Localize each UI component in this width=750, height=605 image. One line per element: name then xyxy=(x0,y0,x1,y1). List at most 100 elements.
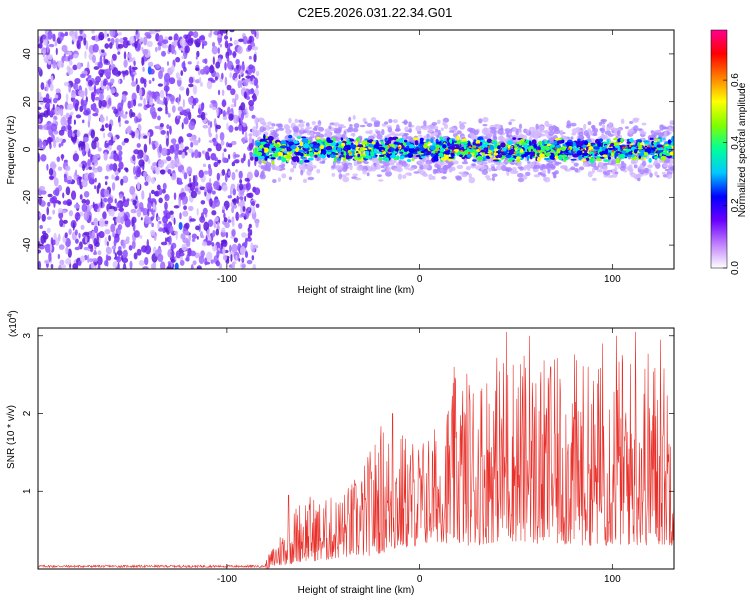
spectrogram-noise-blob xyxy=(210,100,217,104)
spectrogram-noise-blob xyxy=(145,104,151,108)
spectrogram-noise-blob xyxy=(216,172,221,181)
spectrogram-noise-blob xyxy=(75,238,79,244)
spectrogram-signal-blob xyxy=(578,155,583,161)
spectrogram-noise-blob xyxy=(159,169,166,175)
spectrogram-signal-blob xyxy=(445,150,451,153)
spectrogram-noise-blob xyxy=(79,30,83,35)
spectrogram-halo-blob xyxy=(294,127,299,133)
spectrogram-noise-blob xyxy=(117,43,124,49)
spectrogram-halo-blob xyxy=(478,118,483,124)
spectrogram-halo-blob xyxy=(629,120,634,125)
spectrogram-noise-blob xyxy=(232,204,238,209)
spectrogram-signal-blob xyxy=(618,153,626,160)
spectrogram-noise-blob xyxy=(99,116,105,123)
spectrogram-noise-blob xyxy=(219,43,223,48)
spectrogram-halo-blob xyxy=(356,165,364,171)
spectrogram-noise-blob xyxy=(192,260,197,266)
spectrogram-halo-blob xyxy=(610,126,615,131)
spectrogram-noise-blob xyxy=(103,197,108,203)
spectrogram-noise-blob xyxy=(199,76,202,84)
spectrogram-noise-blob xyxy=(44,259,50,264)
spectrogram-noise-blob xyxy=(223,217,228,223)
spectrogram-signal-blob xyxy=(336,147,342,153)
spectrogram-noise-blob xyxy=(70,91,77,99)
spectrogram-halo-blob xyxy=(653,132,660,136)
spectrogram-noise-blob xyxy=(106,241,109,247)
spectrogram-peak-blob xyxy=(537,149,540,152)
spectrogram-signal-blob xyxy=(554,138,561,141)
spectrogram-noise-blob xyxy=(62,219,68,224)
spectrogram-halo-blob xyxy=(504,128,511,132)
spectrogram-signal-blob xyxy=(316,148,321,151)
spectrogram-noise-blob xyxy=(148,91,154,96)
spectrogram-noise-blob xyxy=(136,143,141,148)
spectrogram-halo-blob xyxy=(415,125,422,132)
spectrogram-noise-blob xyxy=(241,263,247,269)
spectrogram-signal-blob xyxy=(614,152,619,157)
spectrogram-noise-blob xyxy=(220,140,225,146)
spectrogram-noise-blob xyxy=(188,233,192,242)
spectrogram-signal-blob xyxy=(474,151,479,156)
svg-text:(x104): (x104) xyxy=(7,310,19,337)
spectrogram-halo-blob xyxy=(417,159,425,166)
spectrogram-signal-blob xyxy=(541,146,547,149)
spectrogram-signal-blob xyxy=(625,152,629,156)
spectrogram-signal-blob xyxy=(500,142,506,148)
spectrogram-noise-blob xyxy=(157,107,163,112)
spectrogram-halo-blob xyxy=(352,127,359,133)
spectrogram-noise-blob xyxy=(103,189,110,197)
spectrogram-halo-blob xyxy=(373,124,380,128)
spectrogram-noise-blob xyxy=(201,43,205,50)
spectrogram-signal-blob xyxy=(254,147,258,153)
spectrogram-noise-blob xyxy=(39,36,44,44)
spectrogram-halo-blob xyxy=(380,165,385,169)
spectrogram-noise-blob xyxy=(182,98,185,108)
spectrogram-noise-blob xyxy=(55,88,61,94)
spectrogram-noise-blob xyxy=(62,192,65,199)
spectrogram-halo-blob xyxy=(578,131,584,137)
spectrogram-signal-blob xyxy=(300,152,304,157)
spectrogram-noise-blob xyxy=(248,104,254,112)
spectrogram-noise-blob xyxy=(97,255,103,266)
spectrogram-noise-blob xyxy=(47,61,52,65)
spectrogram-noise-blob xyxy=(55,237,60,246)
colorbar-tick-label: 0.4 xyxy=(730,135,741,149)
spectrogram-noise-blob xyxy=(154,30,161,33)
spectrogram-halo-blob xyxy=(262,123,267,127)
spectrogram-noise-blob xyxy=(124,120,129,124)
spectrogram-halo-blob xyxy=(583,123,587,131)
spectrogram-signal-blob xyxy=(447,142,451,147)
spectrogram-noise-blob xyxy=(170,242,177,249)
spectrogram-noise-blob xyxy=(156,216,161,221)
spectrogram-signal-blob xyxy=(408,148,415,154)
spectrogram-halo-blob xyxy=(587,128,592,133)
spectrogram-noise-blob xyxy=(83,211,90,221)
spectrogram-noise-blob xyxy=(227,219,232,223)
spectrogram-halo-blob xyxy=(623,169,628,173)
spectrogram-noise-blob xyxy=(44,30,48,38)
spectrogram-noise-blob xyxy=(200,81,203,87)
spectrogram-noise-blob xyxy=(139,235,143,239)
spectrogram-noise-blob xyxy=(211,190,216,195)
spectrogram-noise-blob xyxy=(127,52,132,60)
spectrogram-signal-blob xyxy=(305,138,309,144)
spectrogram-halo-blob xyxy=(518,129,522,134)
spectrogram-noise-blob xyxy=(97,61,103,69)
spectrogram-noise-blob xyxy=(40,47,47,55)
spectrogram-noise-blob xyxy=(94,185,97,190)
spectrogram-noise-blob xyxy=(232,50,237,59)
spectrogram-noise-blob xyxy=(183,117,189,125)
spectrogram-noise-blob xyxy=(94,80,100,86)
spectrogram-noise-blob xyxy=(65,246,69,255)
snr-xlabel: Height of straight line (km) xyxy=(298,585,415,596)
spectrogram-signal-blob xyxy=(314,154,318,158)
spectrogram-noise-blob xyxy=(52,33,56,42)
spectrogram-signal-blob xyxy=(382,143,386,147)
spectrogram-halo-blob xyxy=(525,171,531,177)
spectrogram-noise-blob xyxy=(167,113,171,118)
spectrogram-halo-blob xyxy=(641,160,647,167)
spectrogram-noise-blob xyxy=(61,210,67,214)
spectrogram-signal-blob xyxy=(530,153,535,157)
spectrogram-noise-blob xyxy=(166,95,170,102)
spectrogram-noise-blob xyxy=(146,40,153,48)
